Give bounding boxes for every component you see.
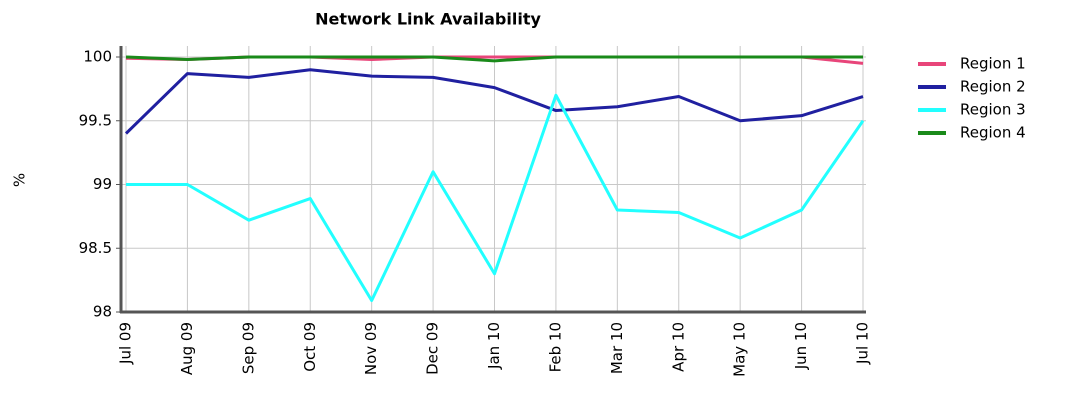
y-tick-label: 98.5 — [79, 239, 112, 257]
series-line — [124, 68, 864, 135]
series-line — [126, 93, 865, 303]
chart-title: Network Link Availability — [315, 10, 541, 29]
y-tick-label: 99.5 — [79, 111, 112, 129]
x-tick-label: Jul 10 — [854, 322, 872, 365]
y-tick-label: 98 — [93, 303, 112, 321]
legend-label: Region 2 — [960, 78, 1026, 96]
x-tick-label: Sep 09 — [239, 322, 257, 374]
legend-label: Region 1 — [960, 55, 1026, 73]
x-tick-label: May 10 — [731, 322, 749, 377]
y-axis-label: % — [11, 173, 29, 187]
legend-label: Region 3 — [960, 101, 1026, 119]
lines — [124, 55, 865, 303]
x-tick-label: Jul 09 — [117, 322, 135, 365]
legend-label: Region 4 — [960, 124, 1026, 142]
x-tick-label: Jan 10 — [485, 322, 503, 370]
x-tick-label: Feb 10 — [546, 322, 564, 372]
series-line — [125, 55, 863, 63]
x-tick-label: Oct 09 — [301, 322, 319, 372]
y-tick-label: 99 — [93, 175, 112, 193]
x-tick-label: Dec 09 — [424, 322, 442, 375]
x-tick-label: Mar 10 — [608, 322, 626, 374]
x-tick-label: Aug 09 — [178, 322, 196, 375]
x-tick-label: Apr 10 — [669, 322, 687, 372]
x-tick-label: Nov 09 — [362, 322, 380, 375]
x-tick-label: Jun 10 — [792, 322, 810, 370]
y-tick-label: 100 — [83, 48, 112, 66]
